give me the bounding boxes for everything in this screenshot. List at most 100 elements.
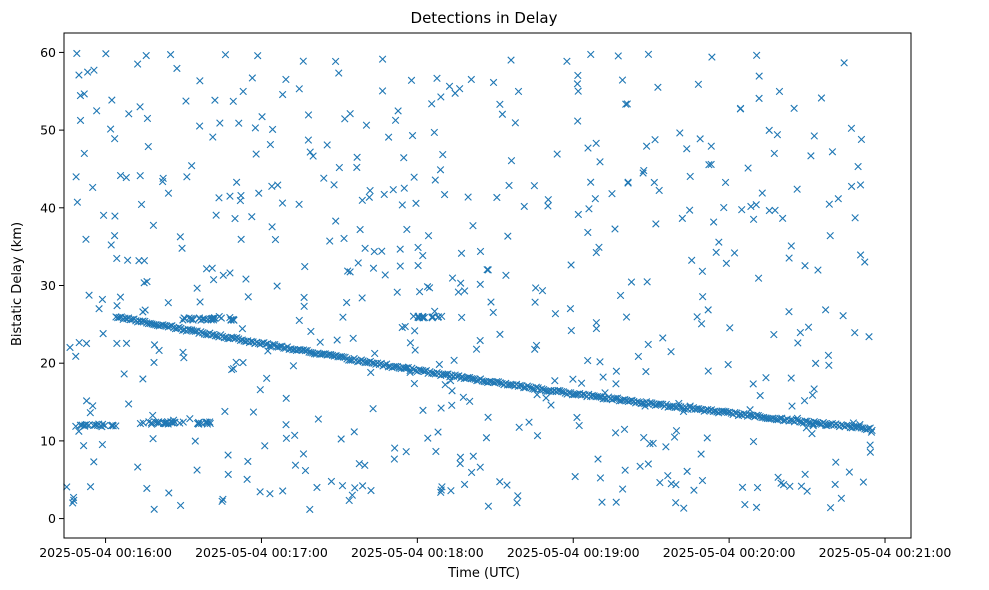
data-point bbox=[467, 468, 476, 477]
data-point bbox=[790, 104, 798, 113]
data-point bbox=[155, 418, 163, 426]
data-point bbox=[531, 345, 539, 353]
data-point bbox=[165, 489, 173, 497]
data-point bbox=[587, 50, 595, 59]
data-point bbox=[238, 325, 247, 333]
data-point bbox=[358, 294, 366, 302]
data-point bbox=[551, 309, 560, 318]
data-point bbox=[255, 189, 263, 197]
data-point bbox=[155, 346, 163, 355]
data-point bbox=[753, 483, 762, 492]
data-point bbox=[574, 71, 582, 80]
data-point bbox=[415, 287, 424, 296]
data-point bbox=[102, 50, 110, 58]
data-point bbox=[621, 466, 629, 474]
data-point bbox=[424, 232, 433, 240]
data-point bbox=[400, 184, 408, 192]
data-point bbox=[721, 178, 730, 187]
data-point bbox=[489, 78, 498, 87]
y-tick-label: 10 bbox=[40, 433, 56, 448]
data-point bbox=[262, 374, 271, 383]
data-point bbox=[618, 485, 627, 493]
data-point bbox=[573, 117, 582, 125]
data-point bbox=[595, 393, 604, 401]
data-point bbox=[487, 298, 495, 306]
x-axis-title: Time (UTC) bbox=[447, 566, 520, 581]
data-point bbox=[133, 60, 142, 68]
data-point bbox=[538, 385, 546, 393]
data-point bbox=[351, 484, 359, 492]
data-point bbox=[516, 381, 524, 390]
data-point bbox=[623, 100, 631, 108]
data-point bbox=[182, 97, 190, 105]
data-point bbox=[226, 192, 234, 200]
data-point bbox=[86, 483, 95, 491]
data-point bbox=[596, 474, 605, 482]
data-point bbox=[249, 408, 258, 416]
data-point bbox=[847, 124, 856, 132]
data-point bbox=[707, 142, 715, 150]
data-point bbox=[868, 426, 876, 435]
data-point bbox=[342, 298, 351, 307]
data-point bbox=[80, 90, 88, 98]
data-point bbox=[849, 419, 858, 427]
data-point bbox=[456, 459, 464, 468]
data-point bbox=[82, 397, 91, 405]
data-point bbox=[63, 483, 71, 491]
data-point bbox=[150, 505, 158, 513]
data-point bbox=[92, 107, 101, 115]
data-point bbox=[476, 463, 484, 471]
data-point bbox=[125, 110, 133, 118]
data-point bbox=[643, 278, 651, 286]
data-point bbox=[800, 397, 809, 405]
data-point bbox=[450, 356, 458, 364]
x-tick-label: 2025-05-04 00:20:00 bbox=[663, 545, 796, 560]
data-point bbox=[779, 480, 788, 489]
data-point bbox=[810, 385, 818, 393]
data-point bbox=[456, 279, 465, 287]
data-point bbox=[598, 498, 606, 506]
data-point bbox=[353, 163, 361, 172]
data-point bbox=[574, 87, 582, 95]
data-point bbox=[722, 259, 731, 268]
data-point bbox=[197, 328, 205, 336]
data-point bbox=[420, 313, 429, 322]
data-point bbox=[346, 268, 354, 276]
data-point bbox=[724, 360, 732, 369]
data-point bbox=[708, 53, 716, 61]
data-point bbox=[431, 176, 439, 184]
data-point bbox=[145, 418, 153, 426]
data-point bbox=[738, 206, 746, 214]
data-point bbox=[90, 458, 98, 466]
data-point bbox=[469, 222, 477, 230]
data-point bbox=[407, 76, 416, 85]
data-point bbox=[608, 189, 616, 198]
data-point bbox=[592, 319, 601, 327]
data-point bbox=[747, 202, 755, 211]
data-point bbox=[301, 262, 309, 271]
data-point bbox=[847, 182, 856, 191]
data-point bbox=[457, 313, 466, 322]
data-point bbox=[353, 153, 361, 161]
data-point bbox=[396, 262, 404, 270]
data-point bbox=[380, 190, 388, 199]
data-point bbox=[634, 352, 643, 361]
data-point bbox=[366, 186, 374, 195]
data-point bbox=[437, 488, 445, 497]
data-point bbox=[203, 420, 212, 428]
data-point bbox=[533, 431, 542, 440]
data-point bbox=[856, 181, 865, 189]
data-point bbox=[187, 162, 196, 170]
data-point bbox=[683, 145, 691, 153]
data-point bbox=[484, 266, 492, 274]
data-point bbox=[466, 397, 474, 405]
data-point bbox=[268, 182, 276, 190]
data-point bbox=[356, 225, 364, 234]
data-point bbox=[785, 308, 793, 316]
data-point bbox=[371, 349, 379, 358]
data-point bbox=[636, 462, 644, 470]
data-point bbox=[544, 202, 552, 210]
data-point bbox=[531, 298, 539, 306]
data-point bbox=[331, 57, 340, 66]
data-point bbox=[304, 136, 313, 144]
